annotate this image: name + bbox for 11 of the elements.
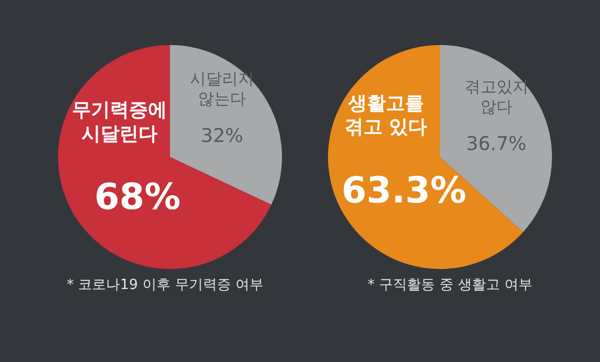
data-label: 63.3% (341, 170, 466, 212)
pie-slice (58, 45, 272, 269)
slice-label: 겪고있지 않다 (464, 77, 528, 116)
slice-label: 무기력증에 시달린다 (72, 99, 167, 145)
text: * 구직활동 중 생활고 여부 (366, 276, 534, 294)
text: * 코로나19 이후 무기력증 여부 (66, 276, 264, 294)
slice-label: 생활고를 겪고 있다 (344, 92, 428, 138)
slice-label: 시달리지 않는다 (190, 68, 254, 108)
data-label: 36.7% (466, 133, 526, 156)
data-label: 32% (200, 124, 244, 147)
data-label: 68% (94, 177, 181, 218)
